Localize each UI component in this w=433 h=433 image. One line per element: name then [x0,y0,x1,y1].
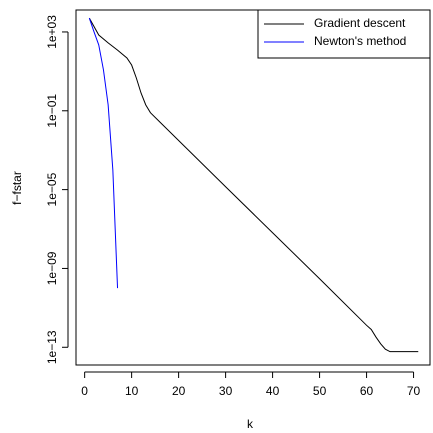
x-tick-label: 30 [219,384,233,398]
x-tick-label: 60 [360,384,374,398]
x-tick-label: 70 [407,384,421,398]
x-tick-label: 50 [313,384,327,398]
y-axis-label: f−fstar [10,171,24,205]
plot-box [75,9,431,366]
x-axis-label: k [247,417,254,431]
legend-label: Newton's method [314,34,406,48]
legend-label: Gradient descent [314,16,406,30]
x-tick-label: 10 [125,384,139,398]
y-tick-label: 1e−13 [45,330,59,364]
x-tick-label: 40 [266,384,280,398]
x-tick-label: 20 [172,384,186,398]
y-tick-label: 1e−01 [45,94,59,128]
y-tick-label: 1e+03 [45,15,59,49]
line [88,17,419,353]
line [88,18,119,289]
y-tick-label: 1e−09 [45,251,59,285]
y-tick-label: 1e−05 [45,172,59,206]
x-tick-label: 0 [81,384,88,398]
legend-box [257,9,431,59]
